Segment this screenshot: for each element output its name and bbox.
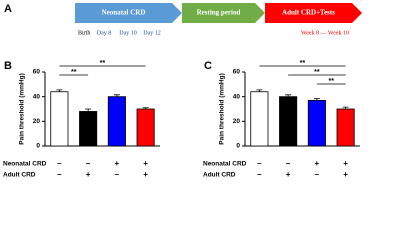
day-label: Day 10: [119, 30, 137, 36]
stage-arrow: [265, 3, 362, 23]
error-bar: [313, 98, 320, 101]
significance-label: **: [100, 60, 106, 67]
error-bar: [85, 108, 92, 112]
bar: [79, 111, 98, 147]
error-bar: [285, 94, 292, 97]
significance-label: **: [300, 60, 306, 67]
error-bar: [256, 89, 263, 92]
condition: –: [115, 170, 120, 179]
condition: –: [57, 170, 62, 179]
stage-label: Neonatal CRD: [102, 9, 146, 17]
condition: –: [286, 159, 291, 168]
condition: +: [343, 159, 348, 168]
error-bar: [342, 106, 349, 109]
weeks-label: Week 8 — Week 10: [301, 30, 349, 36]
figure: A Birth Week 8 — Week 10 Neonatal CRD Res…: [3, 3, 362, 179]
condition: +: [115, 159, 120, 168]
y-tick-label: 20: [233, 118, 241, 125]
condition: –: [257, 159, 262, 168]
error-bar: [56, 89, 63, 92]
condition: –: [315, 170, 320, 179]
row-label: Neonatal CRD: [3, 161, 47, 168]
condition: +: [315, 159, 320, 168]
bar: [136, 108, 155, 147]
bar: [250, 91, 269, 147]
panel-label: B: [4, 60, 12, 72]
condition: –: [86, 159, 91, 168]
bar: [107, 96, 126, 147]
error-bar: [142, 107, 149, 109]
y-axis-label: Pain threshold (mmHg): [219, 73, 226, 145]
bar: [50, 91, 69, 147]
panel-label: A: [4, 3, 12, 15]
condition: –: [257, 170, 262, 179]
y-tick-label: 0: [236, 143, 240, 150]
stage-label: Adult CRD+Tests: [282, 9, 335, 17]
y-axis-label: Pain threshold (mmHg): [19, 73, 26, 145]
stage-label: Resting period: [197, 9, 241, 17]
significance-label: **: [329, 78, 335, 85]
panel-label: C: [204, 60, 212, 72]
condition: +: [343, 170, 348, 179]
significance-label: **: [71, 69, 77, 76]
significance-label: **: [314, 69, 320, 76]
y-tick-label: 40: [33, 93, 41, 100]
day-label: Day 8: [97, 30, 112, 36]
y-tick-label: 0: [36, 143, 40, 150]
y-tick-label: 60: [33, 69, 41, 76]
condition: +: [143, 159, 148, 168]
bar: [336, 108, 355, 147]
bar: [307, 99, 326, 147]
row-label: Neonatal CRD: [203, 161, 247, 168]
stage-arrow: [75, 3, 182, 23]
row-label: Adult CRD: [3, 172, 36, 179]
row-label: Adult CRD: [203, 172, 236, 179]
y-tick-label: 40: [233, 93, 241, 100]
condition: +: [143, 170, 148, 179]
condition: +: [86, 170, 91, 179]
day-label: Day 12: [143, 30, 161, 36]
birth-label: Birth: [78, 30, 90, 36]
bar: [279, 96, 298, 147]
condition: –: [57, 159, 62, 168]
error-bar: [113, 94, 120, 97]
y-tick-label: 20: [33, 118, 41, 125]
y-tick-label: 60: [233, 69, 241, 76]
stage-arrow: [182, 3, 265, 23]
condition: +: [286, 170, 291, 179]
